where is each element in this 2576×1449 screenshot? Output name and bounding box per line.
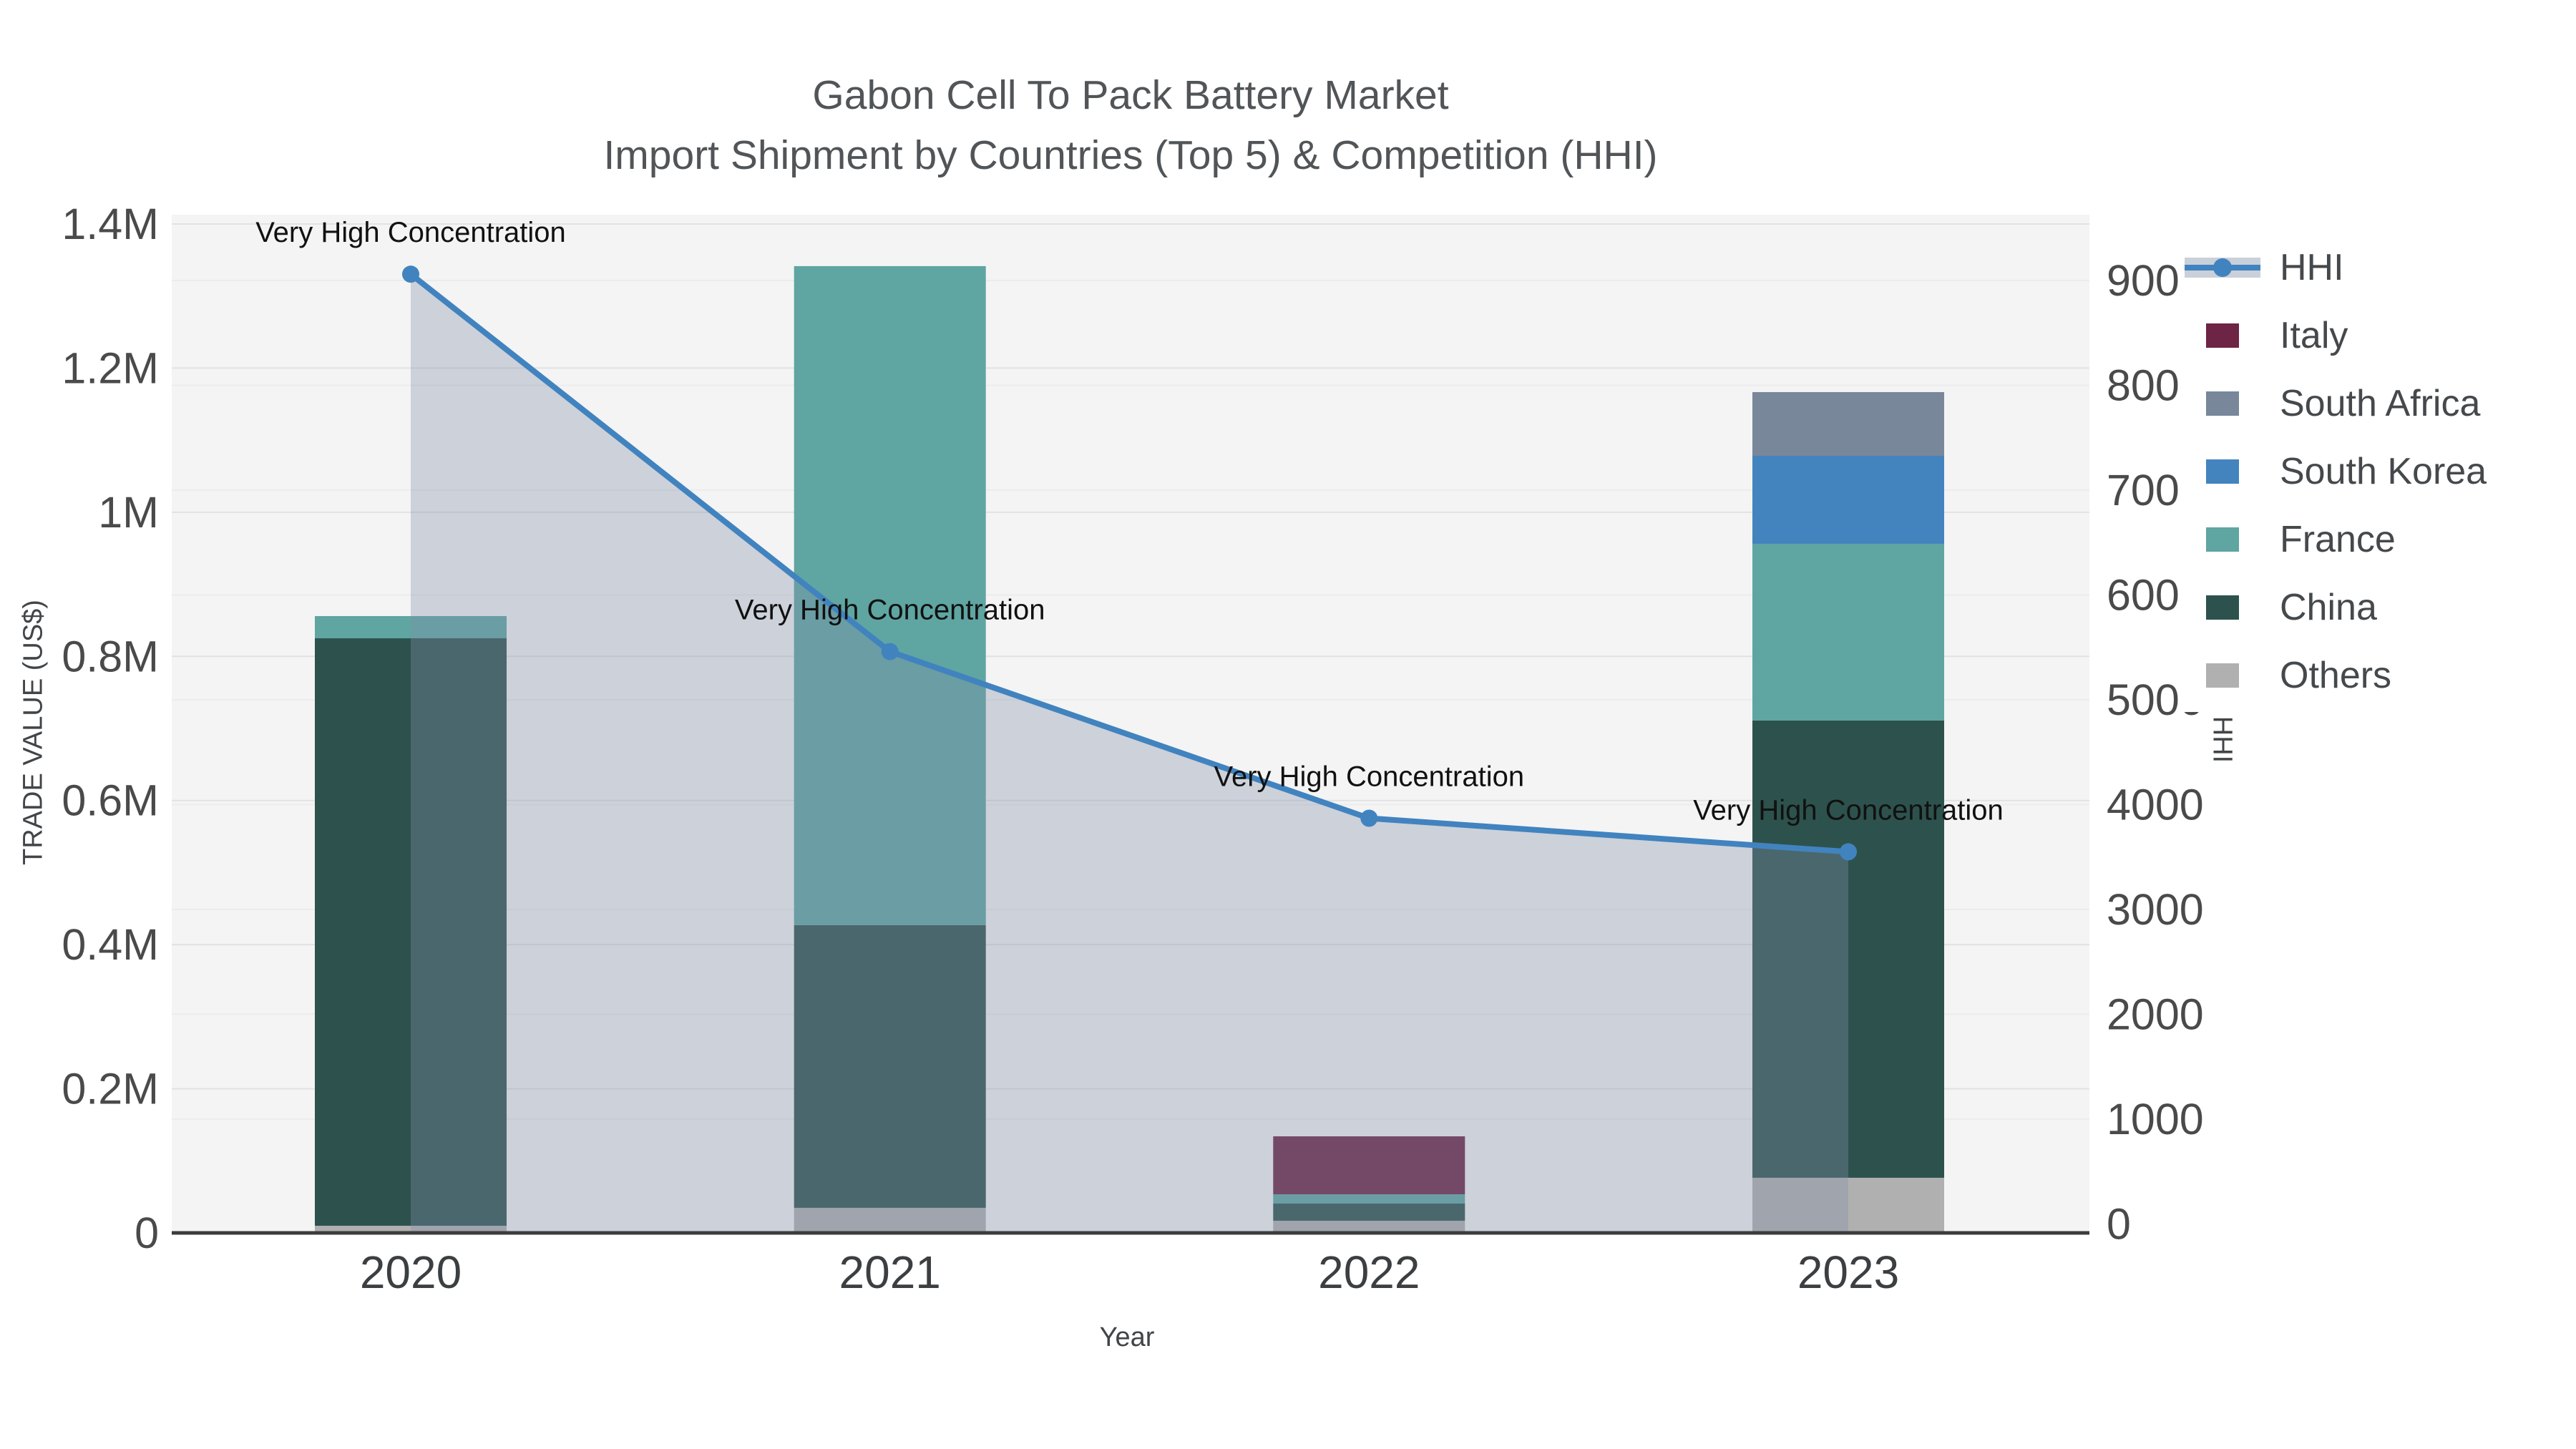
legend-item-china[interactable]: China — [2182, 573, 2487, 641]
x-axis-title: Year — [1099, 1322, 1155, 1352]
bar-segment-france-2022[interactable] — [1273, 1194, 1465, 1204]
right-tick-label-2000: 2000 — [2107, 990, 2204, 1038]
annotation-2023: Very High Concentration — [1693, 794, 2004, 826]
right-tick-label-4000: 4000 — [2107, 780, 2204, 829]
chart-title-line2: Import Shipment by Countries (Top 5) & C… — [603, 132, 1658, 178]
legend-item-italy[interactable]: Italy — [2182, 301, 2487, 369]
bar-segment-italy-2022[interactable] — [1273, 1136, 1465, 1195]
annotation-2021: Very High Concentration — [735, 595, 1045, 626]
x-tick-label-2023: 2023 — [1797, 1246, 1899, 1298]
legend-item-south-africa[interactable]: South Africa — [2182, 369, 2487, 437]
x-tick-label-2021: 2021 — [839, 1246, 941, 1298]
color-swatch-icon — [2182, 527, 2263, 552]
color-swatch-icon — [2182, 323, 2263, 348]
bar-segment-france-2023[interactable] — [1752, 543, 1944, 721]
color-swatch-icon — [2182, 459, 2263, 484]
bar-segment-china-2021[interactable] — [794, 924, 986, 1208]
left-tick-label-1M: 1M — [98, 488, 159, 537]
left-tick-label-0: 0 — [135, 1209, 159, 1257]
right-tick-label-3000: 3000 — [2107, 885, 2204, 934]
hhi-dot-2022[interactable] — [1360, 809, 1378, 827]
annotation-2020: Very High Concentration — [255, 217, 566, 248]
hhi-dot-2023[interactable] — [1840, 843, 1857, 861]
bar-segment-others-2022[interactable] — [1273, 1220, 1465, 1233]
bar-segment-others-2023[interactable] — [1752, 1177, 1944, 1233]
legend-label: China — [2280, 586, 2377, 628]
bar-segment-others-2020[interactable] — [315, 1226, 507, 1233]
color-swatch-icon — [2182, 391, 2263, 416]
left-axis-title: TRADE VALUE (US$) — [18, 600, 49, 865]
bar-segment-south-korea-2023[interactable] — [1752, 455, 1944, 544]
color-swatch-icon — [2182, 663, 2263, 688]
legend-label: France — [2280, 518, 2396, 560]
hhi-dot-2021[interactable] — [881, 643, 899, 660]
hhi-line-icon — [2182, 257, 2263, 278]
legend-label: Others — [2280, 654, 2392, 696]
right-tick-label-1000: 1000 — [2107, 1095, 2204, 1143]
bar-segment-south-africa-2023[interactable] — [1752, 391, 1944, 456]
legend-label: South Africa — [2280, 382, 2481, 424]
right-tick-label-0: 0 — [2107, 1200, 2131, 1249]
legend-item-france[interactable]: France — [2182, 505, 2487, 573]
legend-item-hhi[interactable]: HHI — [2182, 233, 2487, 301]
left-tick-label-1.2M: 1.2M — [62, 343, 159, 392]
legend-item-south-korea[interactable]: South Korea — [2182, 437, 2487, 505]
annotation-2022: Very High Concentration — [1214, 761, 1525, 793]
hhi-line — [409, 272, 1849, 855]
legend-item-others[interactable]: Others — [2182, 641, 2487, 709]
bar-segment-china-2020[interactable] — [315, 638, 507, 1226]
bar-segment-china-2022[interactable] — [1273, 1204, 1465, 1221]
hhi-dot-2020[interactable] — [402, 265, 419, 283]
x-tick-label-2022: 2022 — [1318, 1246, 1420, 1298]
left-tick-label-0.4M: 0.4M — [62, 920, 159, 969]
x-tick-label-2020: 2020 — [360, 1246, 462, 1298]
color-swatch-icon — [2182, 595, 2263, 620]
bar-segment-china-2023[interactable] — [1752, 720, 1944, 1178]
left-tick-label-1.4M: 1.4M — [62, 200, 159, 248]
bar-segment-france-2020[interactable] — [315, 615, 507, 639]
legend-label: South Korea — [2280, 450, 2487, 492]
left-tick-label-0.2M: 0.2M — [62, 1065, 159, 1113]
left-tick-label-0.8M: 0.8M — [62, 632, 159, 680]
legend: HHI Italy South Africa South Korea France Chi… — [2180, 230, 2497, 712]
bar-segment-others-2021[interactable] — [794, 1207, 986, 1233]
legend-label: HHI — [2280, 246, 2344, 288]
hhi-area-fill — [411, 274, 1848, 1233]
left-tick-label-0.6M: 0.6M — [62, 776, 159, 825]
legend-label: Italy — [2280, 314, 2348, 356]
chart-title-line1: Gabon Cell To Pack Battery Market — [812, 72, 1449, 118]
bar-segment-france-2021[interactable] — [794, 265, 986, 925]
